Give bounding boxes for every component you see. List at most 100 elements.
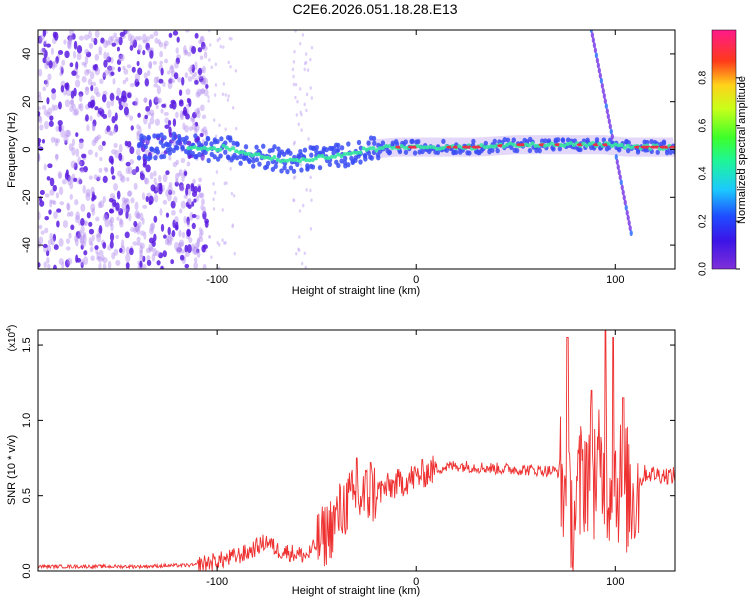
noise-speckle	[122, 79, 127, 85]
noise-speckle	[61, 178, 67, 185]
noise-speckle	[46, 256, 50, 264]
noise-speckle	[79, 168, 85, 174]
ridge-blob	[206, 157, 211, 164]
ridge-blob	[476, 150, 481, 156]
noise-speckle	[98, 225, 103, 234]
sparse-speckle	[231, 223, 235, 227]
noise-speckle	[86, 124, 90, 132]
ridge-blob	[539, 138, 545, 144]
noise-speckle	[129, 45, 134, 51]
noise-speckle	[152, 60, 157, 65]
noise-speckle	[170, 99, 176, 105]
noise-speckle	[38, 154, 41, 163]
ridge-blob	[342, 155, 348, 161]
noise-speckle	[69, 211, 74, 217]
noise-speckle	[162, 199, 168, 205]
noise-speckle	[124, 30, 130, 35]
ridge-blob	[298, 148, 303, 155]
noise-speckle	[175, 178, 179, 184]
chirp-blob	[590, 32, 594, 39]
noise-speckle	[53, 104, 59, 111]
noise-speckle	[47, 107, 53, 116]
noise-speckle	[66, 203, 71, 211]
ridge-core	[524, 142, 529, 147]
noise-speckle	[171, 190, 176, 195]
noise-speckle	[51, 88, 56, 94]
noise-speckle	[205, 84, 209, 89]
noise-speckle	[98, 51, 102, 56]
noise-speckle	[119, 173, 124, 182]
ridge-blob	[527, 147, 533, 154]
ridge-core	[361, 146, 366, 151]
snr-ytick-label: 0.5	[21, 488, 33, 503]
noise-speckle	[162, 81, 166, 88]
noise-speckle	[75, 148, 80, 158]
noise-speckle	[163, 234, 167, 239]
noise-speckle	[70, 224, 75, 231]
noise-speckle	[153, 83, 159, 88]
noise-speckle	[107, 36, 113, 45]
noise-speckle	[111, 42, 117, 47]
noise-speckle	[125, 161, 131, 167]
noise-speckle	[144, 177, 148, 185]
noise-speckle	[44, 216, 50, 221]
ridge-blob	[270, 166, 276, 172]
ridge-core	[616, 143, 621, 148]
ridge-core	[377, 146, 382, 151]
noise-speckle	[38, 36, 43, 44]
noise-speckle	[187, 51, 192, 57]
noise-speckle	[97, 255, 103, 263]
ridge-blob	[265, 160, 271, 166]
noise-speckle	[129, 159, 135, 165]
noise-speckle	[161, 103, 167, 108]
ridge-blob	[273, 163, 278, 170]
noise-speckle	[170, 64, 174, 71]
ridge-core	[374, 148, 379, 153]
noise-speckle	[167, 193, 172, 202]
noise-speckle	[137, 35, 143, 41]
noise-speckle	[175, 47, 179, 54]
noise-speckle	[167, 226, 171, 236]
noise-speckle	[38, 142, 41, 147]
sparse-speckle	[310, 45, 314, 50]
noise-speckle	[126, 177, 130, 182]
noise-speckle	[61, 261, 65, 269]
sparse-speckle	[208, 30, 211, 33]
noise-speckle	[113, 32, 117, 39]
chirp-blob	[619, 179, 623, 186]
snr-ytick-label: 1.0	[21, 413, 33, 428]
sparse-speckle	[292, 82, 296, 87]
noise-speckle	[184, 244, 188, 253]
noise-speckle	[180, 157, 186, 164]
sparse-speckle	[213, 190, 217, 195]
ridge-blob	[288, 165, 294, 171]
noise-speckle	[183, 106, 187, 115]
noise-speckle	[75, 61, 79, 70]
noise-speckle	[53, 264, 57, 269]
noise-speckle	[102, 241, 107, 249]
ridge-core	[530, 141, 535, 146]
noise-speckle	[184, 72, 188, 79]
sparse-speckle	[208, 58, 211, 62]
ridge-blob	[158, 139, 164, 145]
ridge-core	[352, 150, 357, 155]
colorbar-tick-label: 0.0	[698, 262, 709, 276]
noise-speckle	[196, 250, 201, 258]
noise-speckle	[194, 79, 199, 85]
ridge-core	[237, 150, 242, 155]
noise-speckle	[111, 148, 117, 155]
ridge-blob	[167, 150, 172, 156]
noise-speckle	[91, 123, 96, 132]
sparse-speckle	[309, 227, 313, 231]
noise-speckle	[114, 124, 119, 133]
noise-speckle	[171, 230, 176, 238]
noise-speckle	[193, 257, 198, 264]
ridge-blob	[257, 161, 262, 167]
sparse-speckle	[299, 87, 302, 91]
noise-speckle	[152, 247, 157, 257]
noise-speckle	[77, 103, 82, 110]
noise-speckle	[80, 203, 86, 212]
ridge-core	[511, 142, 516, 147]
sparse-speckle	[292, 198, 295, 202]
noise-speckle	[134, 210, 140, 219]
